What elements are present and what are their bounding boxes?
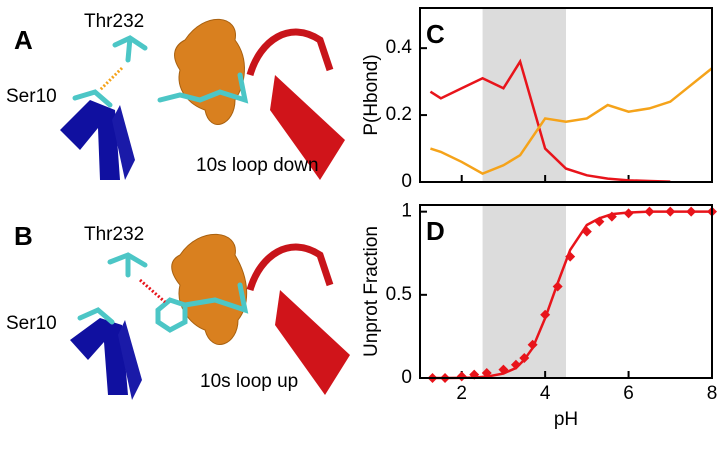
x-tick-label: 6 [623, 383, 634, 404]
x-tick-label: 2 [456, 383, 467, 404]
blue-ribbon [118, 320, 142, 400]
residue-label: Ser10 [6, 86, 57, 107]
caption: 10s loop down [196, 155, 319, 176]
y-tick-label: 0.5 [386, 284, 412, 305]
y-tick-label: 0.4 [386, 37, 413, 58]
hbond [139, 278, 166, 304]
data-line [432, 210, 712, 380]
x-tick-label: 8 [707, 383, 718, 404]
panel-label: C [426, 19, 445, 49]
panel-label: B [14, 221, 33, 251]
red-ribbon [246, 28, 334, 77]
hbond [98, 66, 124, 92]
sticks [72, 35, 249, 108]
blue-ribbon [60, 100, 120, 180]
y-axis-label: Unprot Fraction [361, 226, 382, 357]
caption: 10s loop up [200, 371, 298, 392]
y-tick-label: 0 [401, 171, 412, 192]
data-line [430, 67, 713, 176]
residue-label: Thr232 [84, 224, 144, 245]
y-tick-label: 0 [401, 367, 412, 388]
structure-a: A Thr232 Ser10 10s loop down [6, 11, 345, 180]
plot-frame [419, 204, 713, 379]
red-ribbon [275, 290, 350, 395]
y-tick-label: 1 [401, 201, 412, 222]
data-line [429, 58, 671, 183]
shaded-region [482, 205, 566, 378]
residue-label: Thr232 [84, 11, 144, 32]
panel-label: D [426, 216, 445, 246]
red-ribbon [246, 243, 334, 292]
structure-b: B Thr232 Ser10 10s loop up [6, 221, 350, 400]
x-tick-label: 4 [540, 383, 551, 404]
y-tick-label: 0.2 [386, 104, 412, 125]
red-ribbon [270, 75, 345, 180]
x-axis-label: pH [554, 409, 578, 430]
sticks [77, 252, 249, 333]
plot-frame [419, 7, 713, 183]
data-point [456, 371, 467, 382]
orange-surface [171, 233, 248, 345]
blue-ribbon [112, 105, 135, 180]
shaded-region [482, 8, 566, 182]
y-axis-label: P(Hbond) [361, 54, 382, 135]
blue-ribbon [70, 318, 128, 395]
orange-surface [174, 18, 245, 125]
panel-label: A [14, 25, 33, 55]
residue-label: Ser10 [6, 313, 57, 334]
